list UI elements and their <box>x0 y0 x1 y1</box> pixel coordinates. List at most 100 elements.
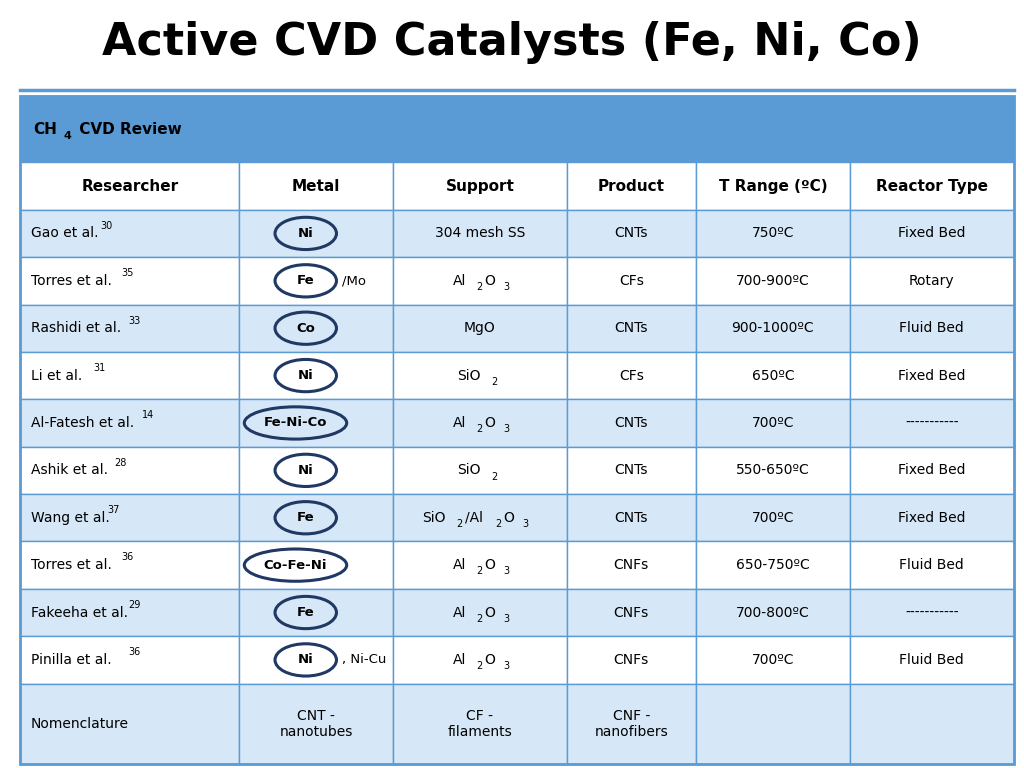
Text: Fe: Fe <box>297 274 314 287</box>
Text: Active CVD Catalysts (Fe, Ni, Co): Active CVD Catalysts (Fe, Ni, Co) <box>102 21 922 64</box>
Text: CF -
filaments: CF - filaments <box>447 709 512 739</box>
Bar <box>567 162 696 210</box>
Text: Fluid Bed: Fluid Bed <box>899 558 965 572</box>
Text: 3: 3 <box>504 614 510 624</box>
Text: 3: 3 <box>504 282 510 292</box>
Text: Gao et al.: Gao et al. <box>31 227 98 240</box>
Bar <box>239 304 393 352</box>
Text: Fixed Bed: Fixed Bed <box>898 463 966 478</box>
Text: Ni: Ni <box>298 227 313 240</box>
Text: Fluid Bed: Fluid Bed <box>899 321 965 335</box>
Bar <box>393 636 567 684</box>
Bar <box>696 352 850 399</box>
Bar <box>567 447 696 494</box>
Text: CFs: CFs <box>618 274 644 288</box>
Text: Researcher: Researcher <box>81 178 178 194</box>
Bar <box>567 636 696 684</box>
Text: 33: 33 <box>128 316 140 326</box>
Bar <box>567 494 696 541</box>
Text: CNTs: CNTs <box>614 416 648 430</box>
Text: Co-Fe-Ni: Co-Fe-Ni <box>264 558 328 571</box>
Text: CNT -
nanotubes: CNT - nanotubes <box>280 709 352 739</box>
Text: CNTs: CNTs <box>614 463 648 478</box>
Text: Rashidi et al.: Rashidi et al. <box>31 321 121 335</box>
Bar <box>696 684 850 764</box>
Bar <box>850 636 1014 684</box>
Text: 2: 2 <box>476 661 482 671</box>
Text: CH: CH <box>33 121 56 137</box>
Text: 304 mesh SS: 304 mesh SS <box>434 227 525 240</box>
Text: 700ºC: 700ºC <box>752 416 795 430</box>
Bar <box>20 636 239 684</box>
Bar <box>393 96 567 162</box>
Bar <box>850 447 1014 494</box>
Text: Fakeeha et al.: Fakeeha et al. <box>31 605 128 620</box>
Bar <box>20 96 239 162</box>
Text: CNFs: CNFs <box>613 653 649 667</box>
Bar <box>393 589 567 636</box>
Text: 31: 31 <box>93 363 105 373</box>
Text: O: O <box>484 653 495 667</box>
Text: O: O <box>484 274 495 288</box>
Text: 700ºC: 700ºC <box>752 653 795 667</box>
Text: Fe: Fe <box>297 511 314 525</box>
Text: 4: 4 <box>63 131 72 141</box>
Text: Metal: Metal <box>292 178 340 194</box>
Text: , Ni-Cu: , Ni-Cu <box>342 654 386 667</box>
Text: Nomenclature: Nomenclature <box>31 717 129 731</box>
Text: 30: 30 <box>100 220 113 230</box>
Bar <box>239 447 393 494</box>
Bar <box>393 541 567 589</box>
Text: 2: 2 <box>476 424 482 434</box>
Text: Ashik et al.: Ashik et al. <box>31 463 108 478</box>
Bar <box>696 304 850 352</box>
Text: SiO: SiO <box>458 369 481 382</box>
Text: 2: 2 <box>492 377 498 387</box>
Bar <box>850 96 1014 162</box>
Bar <box>20 162 239 210</box>
Text: Al: Al <box>454 605 467 620</box>
Bar <box>567 684 696 764</box>
Text: T Range (ºC): T Range (ºC) <box>719 178 827 194</box>
Text: Torres et al.: Torres et al. <box>31 274 112 288</box>
Text: CNFs: CNFs <box>613 605 649 620</box>
Text: Fixed Bed: Fixed Bed <box>898 227 966 240</box>
Bar <box>239 589 393 636</box>
Text: Al: Al <box>454 653 467 667</box>
Text: Torres et al.: Torres et al. <box>31 558 112 572</box>
Bar <box>239 541 393 589</box>
Text: SiO: SiO <box>458 463 481 478</box>
Bar <box>20 589 239 636</box>
Text: 750ºC: 750ºC <box>752 227 795 240</box>
Text: 36: 36 <box>121 552 133 562</box>
Text: 2: 2 <box>492 472 498 482</box>
Bar <box>850 494 1014 541</box>
Bar <box>696 589 850 636</box>
Text: Al: Al <box>454 558 467 572</box>
Bar <box>239 494 393 541</box>
Bar <box>20 541 239 589</box>
Bar <box>20 494 239 541</box>
Text: O: O <box>484 416 495 430</box>
Bar <box>696 162 850 210</box>
Bar <box>239 684 393 764</box>
Text: Li et al.: Li et al. <box>31 369 82 382</box>
Bar <box>20 447 239 494</box>
Text: Fluid Bed: Fluid Bed <box>899 653 965 667</box>
Text: Support: Support <box>445 178 514 194</box>
Bar <box>850 257 1014 304</box>
Text: 36: 36 <box>128 647 140 657</box>
Text: 29: 29 <box>128 600 140 610</box>
Text: 3: 3 <box>504 424 510 434</box>
Text: Ni: Ni <box>298 464 313 477</box>
Text: CNTs: CNTs <box>614 511 648 525</box>
Text: 3: 3 <box>504 566 510 576</box>
Bar <box>393 304 567 352</box>
Bar <box>567 210 696 257</box>
Bar <box>567 304 696 352</box>
Bar <box>850 352 1014 399</box>
Bar <box>393 162 567 210</box>
Bar <box>696 636 850 684</box>
Text: Fe: Fe <box>297 606 314 619</box>
Bar <box>20 257 239 304</box>
